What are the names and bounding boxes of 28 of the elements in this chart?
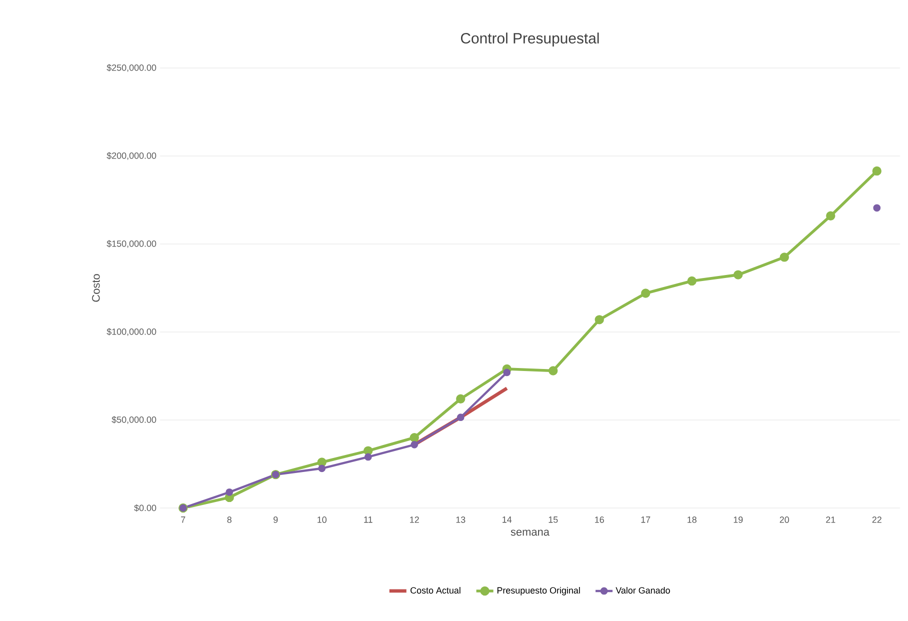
y-axis-title: Costo bbox=[92, 274, 100, 302]
y-tick-label: $0.00 bbox=[134, 504, 156, 512]
y-tick-label: $250,000.00 bbox=[106, 64, 156, 72]
y-tick-label: $50,000.00 bbox=[112, 416, 156, 424]
x-tick-label: 15 bbox=[548, 516, 558, 523]
x-tick-label: 19 bbox=[734, 516, 743, 523]
y-tick-label: $200,000.00 bbox=[106, 152, 156, 160]
x-tick-label: 14 bbox=[502, 516, 512, 523]
y-tick-label: $100,000.00 bbox=[106, 328, 156, 336]
x-tick-label: 11 bbox=[364, 516, 372, 523]
x-tick-label: 13 bbox=[456, 516, 466, 523]
chart-title: Control Presupuestal bbox=[460, 32, 599, 46]
x-tick-label: 17 bbox=[641, 516, 650, 523]
legend-label: Presupuesto Original bbox=[497, 586, 580, 596]
x-tick-label: 8 bbox=[227, 516, 232, 523]
x-tick-label: 10 bbox=[318, 516, 327, 523]
x-tick-label: 12 bbox=[410, 516, 419, 523]
x-tick-label: 16 bbox=[595, 516, 604, 523]
x-axis-title: semana bbox=[510, 530, 550, 536]
x-tick-label: 22 bbox=[872, 516, 882, 523]
y-tick-label: $150,000.00 bbox=[106, 240, 156, 248]
x-tick-label: 18 bbox=[688, 516, 696, 523]
x-tick-label: 21 bbox=[826, 516, 836, 523]
x-tick-label: 20 bbox=[780, 516, 790, 523]
legend-label: Valor Ganado bbox=[616, 586, 670, 594]
x-tick-label: 9 bbox=[274, 516, 278, 523]
x-tick-label: 7 bbox=[181, 516, 186, 523]
legend-label: Costo Actual bbox=[410, 586, 460, 594]
